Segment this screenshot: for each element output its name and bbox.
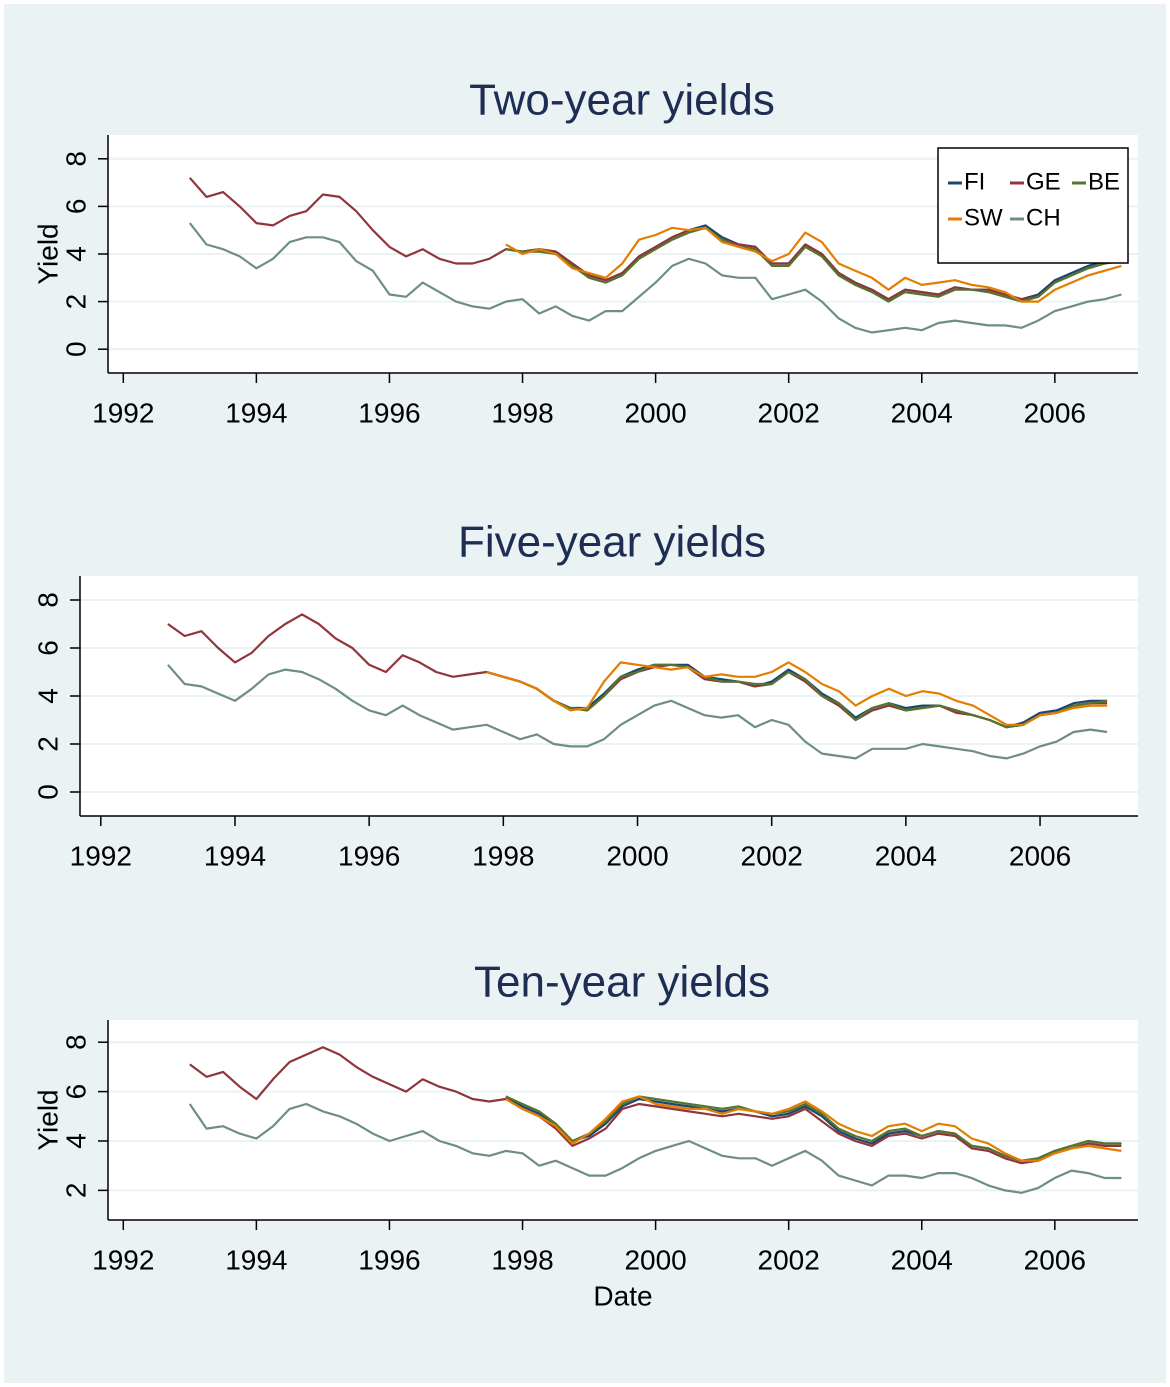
legend-label: CH — [1026, 204, 1061, 231]
y-tick-label: 8 — [60, 151, 91, 167]
x-tick-label: 2000 — [606, 840, 668, 871]
x-tick-label: 2002 — [758, 397, 820, 428]
x-tick-label: 2006 — [1024, 1244, 1086, 1275]
series-line — [167, 664, 1108, 760]
x-tick-label: 2004 — [891, 1244, 953, 1275]
y-tick-label: 0 — [32, 784, 63, 800]
series-line — [189, 1046, 1122, 1165]
x-tick-label: 2004 — [891, 397, 953, 428]
x-tick-label: 1992 — [70, 840, 132, 871]
x-tick-label: 1992 — [92, 397, 154, 428]
y-tick-label: 8 — [60, 1034, 91, 1050]
series-line — [188, 1102, 1122, 1194]
x-tick-label: 1996 — [358, 397, 420, 428]
x-tick-label: 1992 — [92, 1244, 154, 1275]
y-tick-label: 6 — [60, 1084, 91, 1100]
x-tick-label: 2006 — [1009, 840, 1071, 871]
x-tick-label: 2006 — [1024, 397, 1086, 428]
series-line — [188, 222, 1122, 334]
x-tick-label: 1998 — [491, 1244, 553, 1275]
x-tick-label: 2002 — [758, 1244, 820, 1275]
legend-label: FI — [964, 168, 985, 195]
series-line — [505, 1095, 1122, 1162]
chart-title: Ten-year yields — [474, 958, 770, 1007]
chart-title: Five-year yields — [458, 518, 766, 567]
legend-label: SW — [964, 204, 1003, 231]
y-tick-label: 6 — [32, 640, 63, 656]
y-tick-label: 2 — [60, 1183, 91, 1199]
y-tick-label: 8 — [32, 592, 63, 608]
x-tick-label: 1994 — [225, 1244, 287, 1275]
x-tick-label: 1998 — [491, 397, 553, 428]
x-tick-label: 1994 — [204, 840, 266, 871]
x-tick-label: 2004 — [875, 840, 937, 871]
x-tick-label: 2000 — [624, 397, 686, 428]
x-tick-label: 1996 — [358, 1244, 420, 1275]
series-line — [505, 226, 1122, 303]
y-tick-label: 4 — [32, 688, 63, 704]
chart-title: Two-year yields — [469, 76, 775, 125]
x-tick-label: 1994 — [225, 397, 287, 428]
y-tick-label: 0 — [60, 341, 91, 357]
series-line — [486, 663, 1108, 729]
y-tick-label: 2 — [32, 736, 63, 752]
y-tick-label: 6 — [60, 199, 91, 215]
chart-panel: Ten-year yields 2 4 6 8 1992 1994 1996 1998 2000 2… — [32, 958, 1138, 1311]
y-axis-label: Yield — [32, 1089, 63, 1150]
x-tick-label: 1998 — [472, 840, 534, 871]
x-axis-label: Date — [593, 1280, 652, 1311]
x-tick-label: 1996 — [338, 840, 400, 871]
legend-label: GE — [1026, 168, 1061, 195]
series-line — [486, 661, 1108, 726]
y-axis-label: Yield — [32, 223, 63, 284]
x-tick-label: 2000 — [624, 1244, 686, 1275]
y-tick-label: 4 — [60, 1133, 91, 1149]
legend-label: BE — [1088, 168, 1120, 195]
y-tick-label: 4 — [60, 246, 91, 262]
chart-panel: Five-year yields 0 2 4 6 8 1992 1994 1996 1998 200… — [32, 518, 1138, 871]
y-tick-label: 2 — [60, 294, 91, 310]
x-tick-label: 2002 — [741, 840, 803, 871]
chart-panel: Two-year yields 0 2 4 6 8 1992 1994 1996 1998 2000… — [32, 76, 1138, 428]
legend-box — [937, 147, 1129, 264]
legend: FI GE BE SW CH — [937, 147, 1129, 264]
